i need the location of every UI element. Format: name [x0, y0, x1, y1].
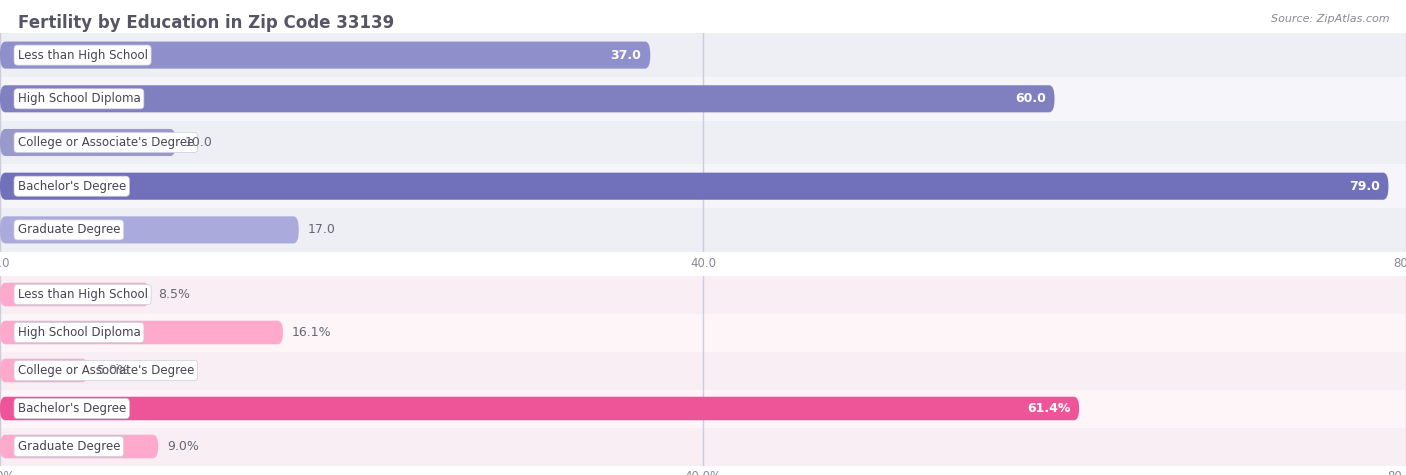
- FancyBboxPatch shape: [0, 359, 87, 382]
- FancyBboxPatch shape: [0, 216, 298, 244]
- Text: Bachelor's Degree: Bachelor's Degree: [17, 180, 125, 193]
- Text: Bachelor's Degree: Bachelor's Degree: [17, 402, 125, 415]
- Text: Less than High School: Less than High School: [17, 288, 148, 301]
- Text: 5.0%: 5.0%: [97, 364, 129, 377]
- Text: 8.5%: 8.5%: [157, 288, 190, 301]
- FancyBboxPatch shape: [0, 172, 1389, 200]
- Text: 60.0: 60.0: [1015, 92, 1046, 105]
- Bar: [0, 208, 1406, 252]
- Bar: [0, 352, 1406, 390]
- Text: Source: ZipAtlas.com: Source: ZipAtlas.com: [1271, 14, 1389, 24]
- FancyBboxPatch shape: [0, 397, 1080, 420]
- Text: Graduate Degree: Graduate Degree: [17, 440, 120, 453]
- Text: 61.4%: 61.4%: [1026, 402, 1070, 415]
- FancyBboxPatch shape: [0, 129, 176, 156]
- FancyBboxPatch shape: [0, 283, 149, 306]
- FancyBboxPatch shape: [0, 321, 283, 344]
- Text: 16.1%: 16.1%: [292, 326, 332, 339]
- Bar: [0, 164, 1406, 208]
- FancyBboxPatch shape: [0, 41, 650, 69]
- Text: 9.0%: 9.0%: [167, 440, 198, 453]
- FancyBboxPatch shape: [0, 435, 157, 458]
- Text: College or Associate's Degree: College or Associate's Degree: [17, 136, 194, 149]
- Text: 37.0: 37.0: [610, 48, 641, 62]
- Bar: [0, 390, 1406, 428]
- Text: 17.0: 17.0: [308, 223, 336, 237]
- Text: High School Diploma: High School Diploma: [17, 326, 141, 339]
- FancyBboxPatch shape: [0, 85, 1054, 113]
- Bar: [0, 33, 1406, 77]
- Text: College or Associate's Degree: College or Associate's Degree: [17, 364, 194, 377]
- Text: Fertility by Education in Zip Code 33139: Fertility by Education in Zip Code 33139: [18, 14, 395, 32]
- Bar: [0, 428, 1406, 466]
- Bar: [0, 77, 1406, 121]
- Text: Graduate Degree: Graduate Degree: [17, 223, 120, 237]
- Text: 79.0: 79.0: [1348, 180, 1379, 193]
- Bar: [0, 276, 1406, 314]
- Text: 10.0: 10.0: [184, 136, 212, 149]
- Bar: [0, 314, 1406, 352]
- Bar: [0, 121, 1406, 164]
- Text: High School Diploma: High School Diploma: [17, 92, 141, 105]
- Text: Less than High School: Less than High School: [17, 48, 148, 62]
